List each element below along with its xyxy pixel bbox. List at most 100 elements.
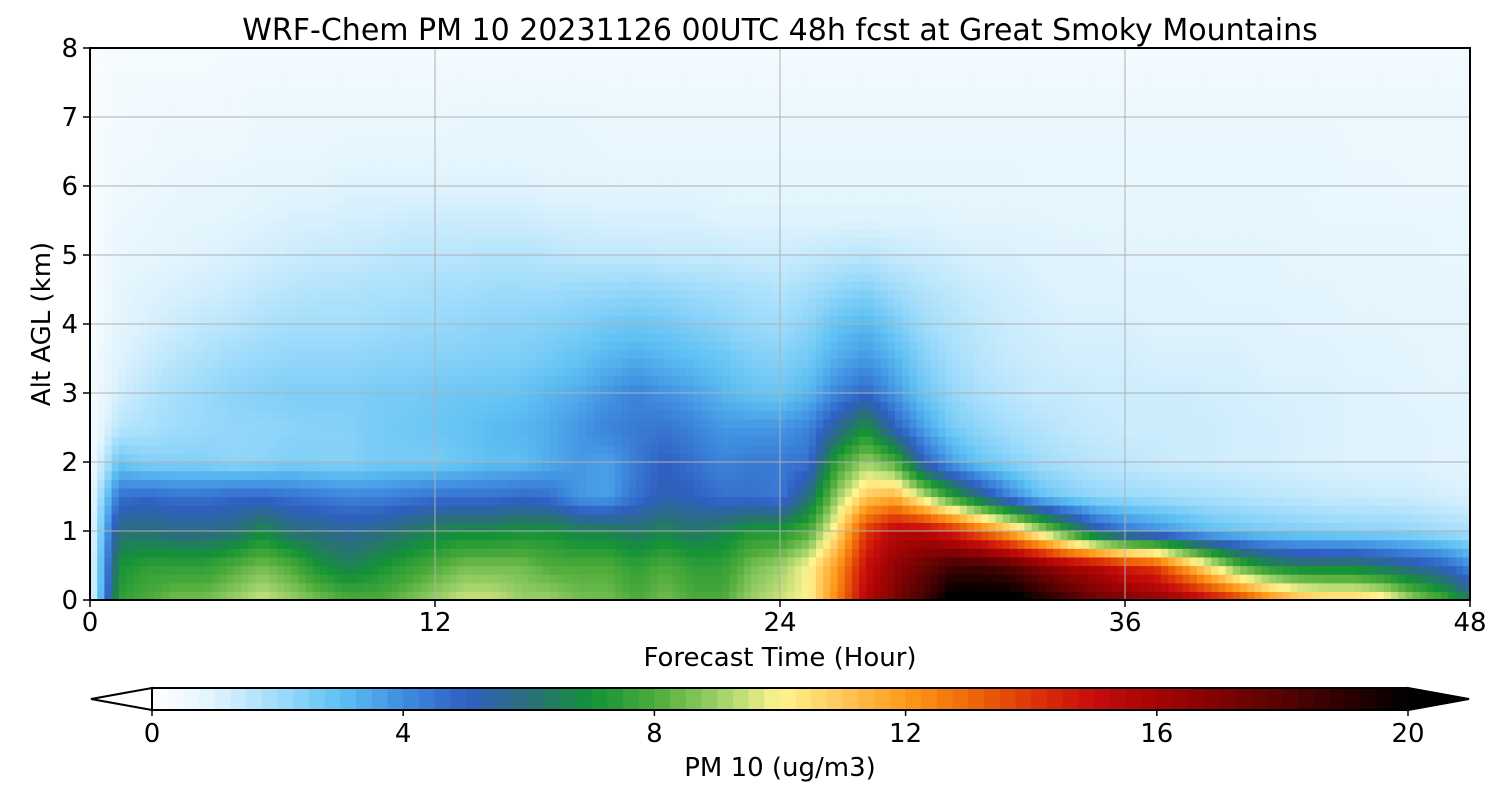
heatmap-cell xyxy=(1268,582,1277,592)
heatmap-cell xyxy=(859,513,867,523)
heatmap-cell xyxy=(226,427,235,437)
heatmap-cell xyxy=(1448,574,1457,584)
heatmap-cell xyxy=(384,548,393,558)
heatmap-cell xyxy=(470,462,479,472)
heatmap-cell xyxy=(1369,556,1378,567)
heatmap-cell xyxy=(1074,453,1083,463)
heatmap-cell xyxy=(1261,393,1270,403)
heatmap-cell xyxy=(1189,410,1198,420)
heatmap-cell xyxy=(154,462,163,472)
heatmap-cell xyxy=(772,574,781,584)
heatmap-cell xyxy=(1426,548,1435,558)
heatmap-cell xyxy=(1340,418,1349,429)
heatmap-cell xyxy=(1261,582,1270,592)
heatmap-cell xyxy=(1376,410,1385,420)
heatmap-cell xyxy=(1225,487,1234,498)
heatmap-cell xyxy=(348,513,357,523)
heatmap-cell xyxy=(97,367,105,377)
heatmap-cell xyxy=(456,487,465,498)
heatmap-cell xyxy=(348,462,357,472)
heatmap-cell xyxy=(794,410,803,420)
heatmap-cell xyxy=(406,574,415,584)
heatmap-cell xyxy=(370,522,379,532)
heatmap-cell xyxy=(650,401,659,411)
heatmap-cell xyxy=(341,522,350,532)
heatmap-cell xyxy=(470,487,479,498)
heatmap-cell xyxy=(945,470,954,480)
heatmap-cell xyxy=(528,453,537,463)
heatmap-cell xyxy=(212,496,220,506)
heatmap-cell xyxy=(700,548,709,558)
heatmap-cell xyxy=(284,453,292,463)
heatmap-cell xyxy=(765,565,774,575)
heatmap-cell xyxy=(442,393,450,403)
heatmap-cell xyxy=(212,444,220,454)
heatmap-cell xyxy=(844,410,853,420)
heatmap-cell xyxy=(765,427,774,437)
heatmap-cell xyxy=(686,487,695,498)
heatmap-cell xyxy=(1254,496,1263,506)
heatmap-cell xyxy=(104,470,113,480)
heatmap-cell xyxy=(205,427,213,437)
heatmap-cell xyxy=(1038,531,1047,541)
heatmap-cell xyxy=(1261,418,1270,429)
heatmap-cell xyxy=(427,591,436,601)
heatmap-cell xyxy=(1383,470,1392,480)
heatmap-cell xyxy=(830,496,839,506)
heatmap-cell xyxy=(1110,384,1119,394)
heatmap-cell xyxy=(1441,436,1450,446)
heatmap-cell xyxy=(255,548,264,558)
heatmap-cell xyxy=(823,393,831,403)
heatmap-cell xyxy=(140,582,149,592)
heatmap-cell xyxy=(1002,496,1011,506)
heatmap-cell xyxy=(1297,375,1306,385)
heatmap-cell xyxy=(535,522,544,532)
heatmap-cell xyxy=(161,418,170,429)
heatmap-cell xyxy=(1398,513,1406,523)
heatmap-cell xyxy=(873,436,882,446)
heatmap-cell xyxy=(607,444,616,454)
heatmap-cell xyxy=(1297,556,1306,567)
heatmap-cell xyxy=(1355,427,1363,437)
heatmap-cell xyxy=(190,513,199,523)
heatmap-cell xyxy=(154,522,163,532)
heatmap-cell xyxy=(672,418,680,429)
heatmap-cell xyxy=(1110,375,1119,385)
heatmap-cell xyxy=(988,487,997,498)
heatmap-cell xyxy=(636,556,645,567)
heatmap-cell xyxy=(499,548,508,558)
heatmap-cell xyxy=(866,418,875,429)
heatmap-cell xyxy=(1462,393,1471,403)
heatmap-cell xyxy=(1074,513,1083,523)
heatmap-cell xyxy=(657,539,666,549)
heatmap-cell xyxy=(169,410,177,420)
heatmap-cell xyxy=(205,375,213,385)
heatmap-cell xyxy=(952,436,961,446)
heatmap-cell xyxy=(1081,539,1090,549)
heatmap-cell xyxy=(485,427,494,437)
heatmap-cell xyxy=(859,548,867,558)
heatmap-cell xyxy=(406,479,415,489)
heatmap-cell xyxy=(154,513,163,523)
heatmap-cell xyxy=(1419,479,1428,489)
heatmap-cell xyxy=(866,591,875,601)
heatmap-cell xyxy=(104,393,113,403)
heatmap-cell xyxy=(1405,410,1414,420)
heatmap-cell xyxy=(1462,444,1471,454)
heatmap-cell xyxy=(621,496,630,506)
heatmap-cell xyxy=(442,375,450,385)
heatmap-cell xyxy=(916,496,925,506)
heatmap-cell xyxy=(1254,384,1263,394)
heatmap-cell xyxy=(895,582,903,592)
heatmap-cell xyxy=(844,522,853,532)
heatmap-cell xyxy=(1254,522,1263,532)
heatmap-cell xyxy=(521,496,530,506)
heatmap-cell xyxy=(226,393,235,403)
heatmap-cell xyxy=(930,393,939,403)
heatmap-cell xyxy=(657,574,666,584)
heatmap-cell xyxy=(1240,548,1248,558)
heatmap-cell xyxy=(1232,574,1241,584)
heatmap-cell xyxy=(1110,470,1119,480)
heatmap-cell xyxy=(413,462,422,472)
heatmap-cell xyxy=(657,548,666,558)
